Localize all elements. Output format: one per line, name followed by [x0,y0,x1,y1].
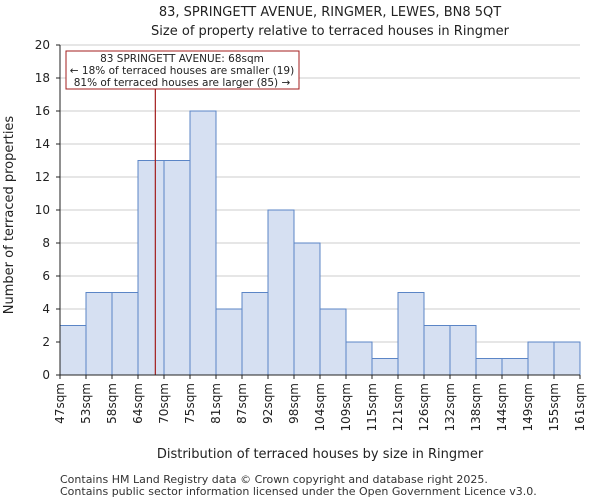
bar-109sqm [345,341,373,376]
x-tick-label: 126sqm [417,383,431,431]
x-tick-label: 144sqm [495,383,509,431]
bar-53sqm [85,292,113,376]
bar-87sqm [241,292,269,376]
y-tick-label: 6 [42,269,50,283]
annotation-line3: 81% of terraced houses are larger (85) → [74,77,291,89]
bar-144sqm [501,358,529,376]
y-tick-label: 12 [35,170,50,184]
y-axis-label: Number of terraced properties [2,116,17,315]
x-tick-label: 98sqm [287,383,301,424]
x-tick-labels: 47sqm 53sqm 58sqm 64sqm 70sqm 75sqm 81sqm 87sqm… [53,375,587,431]
x-tick-label: 132sqm [443,383,457,431]
x-axis-label: Distribution of terraced houses by size … [157,447,484,462]
x-tick-label: 104sqm [313,383,327,431]
footer-line1: Contains HM Land Registry data © Crown c… [60,473,488,486]
y-tick-label: 18 [35,71,50,85]
y-tick-label: 14 [35,137,50,151]
bar-138sqm [475,358,503,376]
y-tick-label: 8 [42,236,50,250]
x-tick-label: 81sqm [209,383,223,424]
bar-104sqm [319,308,347,376]
x-tick-label: 161sqm [573,383,587,431]
x-tick-label: 109sqm [339,383,353,431]
annotation-line2: ← 18% of terraced houses are smaller (19… [70,65,294,77]
chart-title-line2: Size of property relative to terraced ho… [151,24,510,39]
x-tick-label: 149sqm [521,383,535,431]
x-tick-label: 115sqm [365,383,379,431]
x-tick-label: 75sqm [183,383,197,424]
y-tick-label: 0 [42,368,50,382]
annotation-frame [65,50,300,90]
x-tick-label: 155sqm [547,383,561,431]
x-tick-label: 47sqm [53,383,67,424]
bar-132sqm [449,325,477,376]
bar-64sqm [137,160,165,376]
footer-line2: Contains public sector information licen… [60,485,537,498]
bar-126sqm [423,325,451,376]
x-tick-label: 64sqm [131,383,145,424]
x-tick-label: 138sqm [469,383,483,431]
y-tick-label: 10 [35,203,50,217]
x-tick-label: 121sqm [391,383,405,431]
x-tick-label: 92sqm [261,383,275,424]
y-tick-label: 2 [42,335,50,349]
bar-75sqm [189,110,217,376]
annotation-line1: 83 SPRINGETT AVENUE: 68sqm [100,53,264,65]
chart-title-line1: 83, SPRINGETT AVENUE, RINGMER, LEWES, BN… [159,5,501,20]
y-tick-label: 4 [42,302,50,316]
x-tick-label: 70sqm [157,383,171,424]
bar-98sqm [293,242,321,376]
x-tick-label: 58sqm [105,383,119,424]
bar-155sqm [553,341,581,376]
y-tick-labels: 0 2 4 6 8 10 12 14 16 18 20 [35,38,60,382]
bar-81sqm [215,308,243,376]
bar-115sqm [371,358,399,376]
bar-121sqm [397,292,425,376]
bar-92sqm [267,209,295,376]
annotation-box: 83 SPRINGETT AVENUE: 68sqm ← 18% of terr… [65,50,300,90]
bar-149sqm [527,341,555,376]
x-tick-label: 87sqm [235,383,249,424]
y-tick-label: 16 [35,104,50,118]
bar-47sqm [59,325,87,376]
bar-58sqm [111,292,139,376]
x-tick-label: 53sqm [79,383,93,424]
bar-70sqm [163,160,191,376]
y-tick-label: 20 [35,38,50,52]
